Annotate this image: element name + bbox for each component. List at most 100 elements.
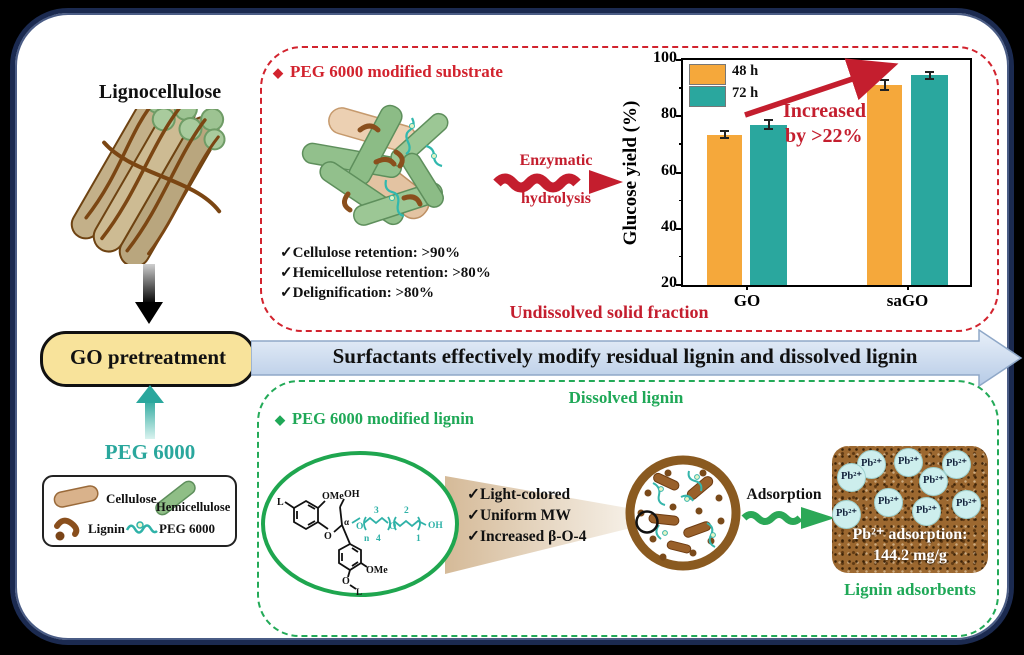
glucose-yield-chart: 20 40 60 80 100 GO saGO 48 h 72 h [653, 49, 972, 310]
y-tick-mark [676, 284, 683, 286]
chem-label: O [389, 522, 396, 532]
pb-ion: Pb²⁺ [832, 500, 861, 529]
bottom-box-subtitle-text: PEG 6000 modified lignin [292, 409, 474, 428]
y-tick-label: 100 [653, 49, 677, 66]
chem-label: OH [428, 521, 443, 531]
chem-label: OMe [366, 565, 388, 576]
pb-adsorption-value: 144.2 mg/g [873, 547, 947, 564]
checklist-item: ✓Hemicellulose retention: >80% [280, 265, 491, 281]
zoom-highlight-circle [635, 510, 659, 534]
hydrolysis-label: hydrolysis [521, 190, 591, 207]
chart-bar [707, 134, 742, 285]
checklist-item: ✓Uniform MW [467, 507, 571, 524]
y-tick-label: 40 [661, 217, 677, 235]
checklist-item: ✓Delignification: >80% [280, 285, 435, 301]
peg-6000-label: PEG 6000 [104, 440, 196, 464]
pb-ion: Pb²⁺ [952, 490, 981, 519]
main-arrow-text: Surfactants effectively modify residual … [332, 344, 918, 368]
chem-label: α [344, 517, 349, 527]
y-tick-mark [676, 59, 683, 61]
enzymatic-label: Enzymatic [519, 152, 593, 169]
lignin-micelle-illustration [625, 455, 741, 571]
legend-hemicellulose-label: Hemicellulose [156, 500, 231, 514]
error-bar-cap [925, 77, 934, 80]
legend-entry-label: 48 h [732, 63, 759, 79]
pb-ion: Pb²⁺ [894, 448, 923, 477]
chem-label: O [342, 576, 350, 587]
error-bar [767, 120, 770, 129]
chem-label: L [277, 497, 284, 508]
cellulose-icon [53, 485, 99, 508]
hemicellulose-icon [155, 480, 196, 516]
chart-bar [911, 75, 948, 285]
y-minor-tick [679, 199, 683, 202]
legend-swatch [689, 86, 726, 107]
chem-label: 2 [404, 506, 409, 516]
lignin-adsorbent-block: Pb²⁺ adsorption: 144.2 mg/g Pb²⁺ Pb²⁺ Pb²⁺… [832, 446, 988, 573]
magnifier-cone [445, 476, 639, 574]
modified-lignin-structure: L OMe OH O α OMe O L O 3 2 n 4 [261, 451, 459, 597]
increase-trend-arrow [744, 58, 899, 118]
chem-label: OMe [322, 491, 344, 502]
pb-ion: Pb²⁺ [837, 463, 866, 492]
modified-substrate-illustration [301, 104, 449, 226]
pb-adsorption-text: Pb²⁺ adsorption: [852, 526, 968, 543]
bottom-box-subtitle: ◆ PEG 6000 modified lignin [275, 409, 474, 429]
lignocellulose-illustration [70, 109, 226, 264]
error-bar-cap [720, 130, 729, 133]
checklist-item: ✓Cellulose retention: >90% [280, 245, 460, 261]
adsorption-arrow [741, 507, 835, 529]
top-box-title-text: PEG 6000 modified substrate [290, 62, 503, 81]
dissolved-lignin-title: Dissolved lignin [568, 388, 684, 407]
pb-ion: Pb²⁺ [874, 488, 903, 517]
diamond-bullet-red: ◆ [273, 64, 283, 80]
error-bar-cap [925, 71, 934, 74]
error-bar-cap [764, 119, 773, 122]
up-arrow-teal [136, 385, 164, 439]
chem-label: 1 [416, 534, 421, 544]
down-arrow [135, 264, 163, 324]
chem-label: n [364, 534, 370, 544]
undissolved-solid-fraction-label: Undissolved solid fraction [509, 302, 709, 322]
adsorption-label: Adsorption [746, 486, 822, 503]
checklist-item: ✓Increased β-O-4 [467, 528, 587, 545]
chem-label: OH [344, 489, 360, 500]
lignin-adsorbents-label: Lignin adsorbents [844, 580, 976, 599]
chem-label: O [356, 522, 363, 532]
error-bar [723, 131, 726, 138]
checklist-item: ✓Light-colored [467, 486, 571, 503]
y-tick-mark [676, 227, 683, 230]
chem-label: 4 [376, 534, 381, 544]
top-box-title: ◆ PEG 6000 modified substrate [273, 62, 503, 82]
lignocellulose-label: Lignocellulose [98, 81, 222, 103]
error-bar [928, 72, 931, 79]
legend-swatch [689, 64, 726, 85]
legend-peg-label: PEG 6000 [159, 521, 215, 536]
x-tick-mark [746, 285, 748, 290]
lignin-icon [54, 517, 80, 541]
dissolved-lignin-box [257, 380, 999, 637]
y-tick-mark [676, 115, 683, 118]
main-arrow [251, 329, 1023, 387]
enzymatic-hydrolysis-arrow [493, 170, 623, 194]
legend-lignin-label: Lignin [88, 521, 125, 536]
chem-label: O [324, 531, 332, 542]
y-tick-label: 20 [661, 274, 677, 291]
chart-y-axis-label: Glucose yield (%) [620, 100, 641, 246]
pb-ion: Pb²⁺ [942, 450, 971, 479]
y-minor-tick [679, 143, 683, 145]
y-tick-label: 80 [661, 105, 677, 123]
chem-label: 3 [374, 506, 379, 516]
x-tick-label: GO [733, 291, 761, 310]
peg-icon [125, 521, 158, 534]
chart-bar [867, 85, 902, 285]
chem-label: L [356, 587, 362, 597]
legend-entry-label: 72 h [732, 85, 759, 101]
pb-ion: Pb²⁺ [919, 467, 948, 496]
x-tick-mark [906, 285, 909, 290]
increase-annotation-line2: by >22% [785, 125, 863, 147]
chart-bar [750, 124, 787, 285]
y-tick-mark [676, 171, 683, 174]
error-bar-cap [720, 136, 729, 139]
